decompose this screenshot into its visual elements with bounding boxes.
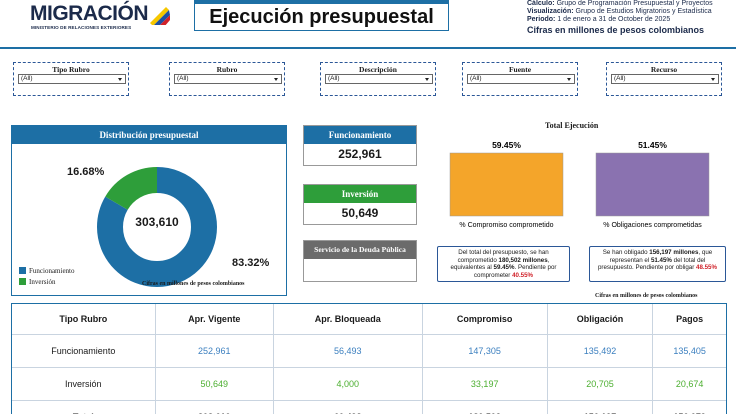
filter-recurso-select[interactable]: (All) <box>611 74 719 84</box>
filter-tipo-rubro: Tipo Rubro (All) <box>13 62 129 96</box>
cell-value: 147,305 <box>421 334 548 367</box>
distribution-note: Cifras en millones de pesos colombianos <box>142 281 245 287</box>
donut-label-funcionamiento: 83.32% <box>232 257 270 269</box>
page-title: Ejecución presupuestal <box>209 5 434 28</box>
bar-category-label: % Compromiso comprometido <box>459 222 553 229</box>
bar-compromiso[interactable] <box>449 152 564 217</box>
filter-fuente: Fuente (All) <box>462 62 578 96</box>
filter-recurso: Recurso (All) <box>606 62 722 96</box>
cell-tipo-rubro: Total <box>12 400 155 414</box>
legend-item-funcionamiento[interactable]: Funcionamiento <box>19 266 75 277</box>
cell-value: 20,674 <box>652 367 726 400</box>
info-cifras: Cifras en millones de pesos colombianos <box>527 24 705 35</box>
legend-swatch <box>19 267 26 274</box>
filter-label: Recurso <box>650 65 678 74</box>
logo-text: MIGRACIÓN <box>30 2 149 25</box>
cell-tipo-rubro: Inversión <box>65 378 102 389</box>
filter-rubro: Rubro (All) <box>169 62 285 96</box>
chevron-down-icon <box>425 78 429 81</box>
filter-descripcion-select[interactable]: (All) <box>325 74 433 84</box>
legend-item-inversion[interactable]: Inversión <box>19 277 75 288</box>
kpi-funcionamiento[interactable]: Funcionamiento 252,961 <box>303 125 417 166</box>
filter-label: Descripción <box>359 65 397 74</box>
kpi-servicio-deuda[interactable]: Servicio de la Deuda Pública <box>303 240 417 282</box>
bar-value-label: 51.45% <box>638 140 667 150</box>
col-obligacion[interactable]: Obligación <box>546 304 653 334</box>
info-periodo: Periodo: 1 de enero a 31 de October de 2… <box>527 16 671 24</box>
chevron-down-icon <box>567 78 571 81</box>
kpi-value: 252,961 <box>338 147 382 161</box>
report-info: Cálculo: Grupo de Programación Presupues… <box>522 0 736 44</box>
filter-fuente-select[interactable]: (All) <box>467 74 575 84</box>
col-tipo-rubro[interactable]: Tipo Rubro <box>59 313 108 324</box>
obligation-message: Se han obligado 156,197 millones, que re… <box>589 246 726 282</box>
table-total-row[interactable]: Total 303,610 60,493 180,502 156,197 156… <box>12 400 726 414</box>
table-note: Cifras en millones de pesos colombianos <box>595 293 698 299</box>
chevron-down-icon <box>118 78 122 81</box>
cell-value: 50,649 <box>154 367 274 400</box>
col-apr-bloqueada[interactable]: Apr. Bloqueada <box>272 304 423 334</box>
table-row[interactable]: Inversión 50,649 4,000 33,197 20,705 20,… <box>12 367 726 400</box>
kpi-label: Servicio de la Deuda Pública <box>304 241 416 259</box>
page-title-box: Ejecución presupuestal <box>194 0 449 31</box>
table-header-row: Tipo Rubro Apr. Vigente Apr. Bloqueada C… <box>12 304 726 334</box>
filter-tipo-rubro-select[interactable]: (All) <box>18 74 126 84</box>
donut-label-inversion: 16.68% <box>67 166 105 178</box>
cell-tipo-rubro: Funcionamiento <box>51 345 116 356</box>
header-divider <box>0 47 736 49</box>
cell-value: 135,492 <box>546 334 653 367</box>
cell-value: 20,705 <box>546 367 653 400</box>
col-apr-vigente[interactable]: Apr. Vigente <box>154 304 274 334</box>
execution-title: Total Ejecución <box>545 121 599 130</box>
cell-value: 156,079 <box>652 400 726 414</box>
cell-value: 156,197 <box>546 400 653 414</box>
distribution-title: Distribución presupuestal <box>12 126 286 144</box>
bar-category-label: % Obligaciones comprometidas <box>603 222 702 229</box>
cell-value: 56,493 <box>272 334 423 367</box>
filter-label: Fuente <box>508 65 532 74</box>
filter-label: Rubro <box>216 65 238 74</box>
info-visualizacion: Visualización: Grupo de Estudios Migrato… <box>527 8 712 16</box>
kpi-label: Funcionamiento <box>304 126 416 144</box>
kpi-value: 50,649 <box>341 206 379 220</box>
commitment-message: Del total del presupuesto, se han compro… <box>437 246 570 282</box>
distribution-panel: Distribución presupuestal 303,610 16.68%… <box>11 125 287 296</box>
donut-slice-inversin[interactable] <box>97 167 217 287</box>
kpi-label: Inversión <box>304 185 416 203</box>
chevron-down-icon <box>274 78 278 81</box>
colombia-flag-icon <box>150 7 170 25</box>
col-compromiso[interactable]: Compromiso <box>421 304 548 334</box>
filter-descripcion: Descripción (All) <box>320 62 436 96</box>
cell-value: 252,961 <box>154 334 274 367</box>
kpi-inversion[interactable]: Inversión 50,649 <box>303 184 417 225</box>
filter-label: Tipo Rubro <box>52 65 90 74</box>
cell-value: 4,000 <box>272 367 423 400</box>
cell-value: 180,502 <box>421 400 548 414</box>
chevron-down-icon <box>711 78 715 81</box>
kpi-value <box>304 259 416 280</box>
bar-value-label: 59.45% <box>492 140 521 150</box>
col-pagos[interactable]: Pagos <box>652 304 726 334</box>
cell-value: 135,405 <box>652 334 726 367</box>
donut-legend: Funcionamiento Inversión <box>19 266 75 288</box>
info-calculo: Cálculo: Grupo de Programación Presupues… <box>527 0 713 7</box>
legend-swatch <box>19 278 26 285</box>
donut-total: 303,610 <box>135 215 179 229</box>
migracion-logo: MIGRACIÓN MINISTERIO DE RELACIONES EXTER… <box>30 0 170 34</box>
filter-rubro-select[interactable]: (All) <box>174 74 282 84</box>
cell-value: 60,493 <box>272 400 423 414</box>
table-row[interactable]: Funcionamiento 252,961 56,493 147,305 13… <box>12 334 726 367</box>
execution-bar-chart: 59.45% % Compromiso comprometido 51.45% % O… <box>449 140 710 229</box>
logo-subtitle: MINISTERIO DE RELACIONES EXTERIORES <box>31 25 132 30</box>
cell-value: 33,197 <box>421 367 548 400</box>
distribution-donut-chart <box>97 167 217 287</box>
cell-value: 303,610 <box>154 400 274 414</box>
bar-obligaciones[interactable] <box>595 152 710 217</box>
budget-table: Tipo Rubro Apr. Vigente Apr. Bloqueada C… <box>11 303 727 414</box>
